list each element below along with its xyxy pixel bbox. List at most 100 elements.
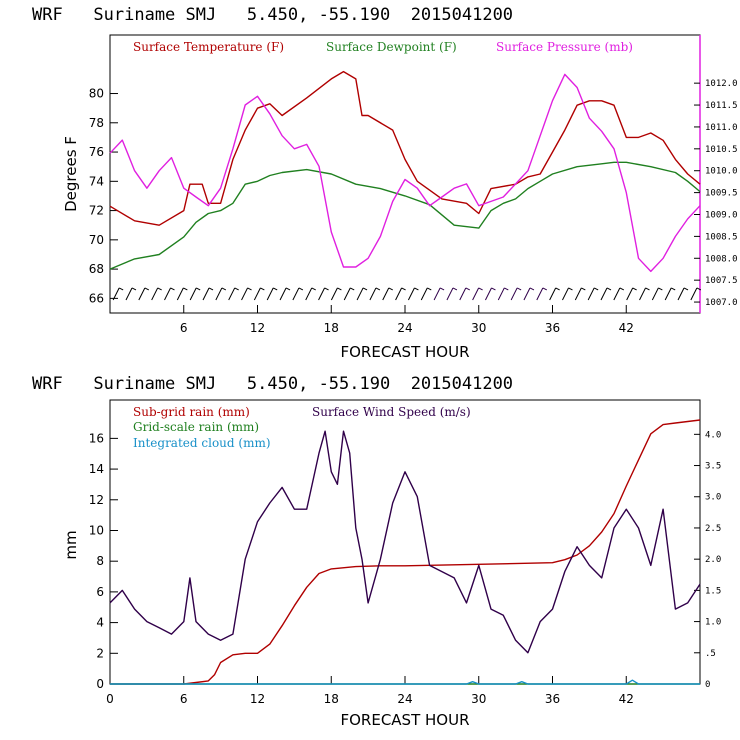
wind-barb-staff <box>395 287 403 301</box>
wind-barb-flag <box>350 287 355 291</box>
wind-barb-flag <box>260 287 265 291</box>
wind-barb-staff <box>318 287 326 301</box>
wind-barb-flag <box>658 287 663 291</box>
wind-barb-staff <box>536 287 544 301</box>
bottom-y-axis-label: mm <box>62 530 80 559</box>
wind-barb-flag <box>529 287 535 291</box>
bottom-y-tick-label: 8 <box>96 554 104 568</box>
top-y2-tick-label: 1011.5 <box>705 101 738 111</box>
wind-barb-staff <box>356 287 364 301</box>
bottom-axis-ticks: 0 6 12 18 24 30 36 4202468101214160.51.01.52.02… <box>89 430 722 706</box>
top-y2-tick-label: 1012.0 <box>705 79 738 89</box>
top-x-tick-label: 42 <box>619 321 634 335</box>
top-y2-tick-label: 1009.5 <box>705 189 738 199</box>
top-x-tick-label: 30 <box>471 321 486 335</box>
wind-barb-flag <box>542 287 548 291</box>
wind-barb-staff <box>164 287 171 301</box>
wind-barb-flag <box>670 287 676 291</box>
bottom-y2-tick-label: 1.5 <box>705 586 721 596</box>
top-y-tick-label: 72 <box>89 204 104 218</box>
bottom-x-tick-label: 24 <box>397 692 412 706</box>
wind-barb-staff <box>253 287 261 301</box>
top-y2-tick-label: 1007.5 <box>705 276 738 286</box>
wind-barb-staff <box>639 287 646 301</box>
wind-barb-staff <box>420 287 428 301</box>
legend-surface-temperature: Surface Temperature (F) <box>133 40 284 54</box>
wind-barb-flag <box>388 287 393 291</box>
bottom-y-tick-label: 16 <box>89 431 104 445</box>
bottom-y2-tick-label: 4.0 <box>705 430 721 440</box>
wind-barb-staff <box>613 287 621 301</box>
top-y2-tick-label: 1011.0 <box>705 123 738 133</box>
bottom-x-tick-label: 42 <box>619 692 634 706</box>
wind-barb-staff <box>549 287 557 301</box>
wind-barb-flag <box>170 287 175 291</box>
wind-barb-flag <box>593 287 599 291</box>
wind-barb-staff <box>228 287 236 301</box>
wind-barb-flag <box>683 287 689 291</box>
wind-barb-flag <box>606 287 612 291</box>
wind-barb-staff <box>407 287 415 301</box>
bottom-series-surface-wind-speed <box>109 430 701 654</box>
wind-barbs <box>112 287 702 301</box>
wind-barb-staff <box>677 287 685 301</box>
bottom-series-group <box>109 419 701 685</box>
bottom-y-tick-label: 0 <box>96 677 104 691</box>
legend-integrated-cloud: Integrated cloud (mm) <box>133 436 271 450</box>
wind-barb-flag <box>234 287 239 291</box>
bottom-y2-tick-label: .5 <box>705 649 716 659</box>
bottom-y2-tick-label: 1.0 <box>705 618 721 628</box>
wind-barb-staff <box>484 287 492 301</box>
wind-barb-staff <box>497 287 505 301</box>
bottom-series-integrated-cloud <box>110 679 700 685</box>
wind-barb-staff <box>330 287 338 301</box>
top-x-tick-label: 36 <box>545 321 560 335</box>
legend-surface-wind-speed: Surface Wind Speed (m/s) <box>312 405 471 419</box>
top-y-tick-label: 76 <box>89 145 104 159</box>
wind-barb-flag <box>272 287 278 291</box>
bottom-x-tick-label: 0 <box>106 692 114 706</box>
top-x-tick-label: 18 <box>324 321 339 335</box>
wind-barb-flag <box>337 287 342 291</box>
top-x-axis-label: FORECAST HOUR <box>340 343 469 361</box>
wind-barb-staff <box>189 287 197 301</box>
wind-barb-staff <box>151 287 159 301</box>
wind-barb-staff <box>241 287 248 301</box>
bottom-y2-tick-label: 2.0 <box>705 555 721 565</box>
wind-barb-flag <box>195 287 201 291</box>
wind-barb-staff <box>215 287 223 301</box>
wind-barb-flag <box>311 287 316 291</box>
top-axis-ticks: 6 12 18 24 30 36 42 66 68 70 72 74 76 78 80 1007.0 1007.… <box>89 79 738 335</box>
legend-gridscale-rain: Grid-scale rain (mm) <box>133 420 259 434</box>
bottom-x-tick-label: 12 <box>250 692 265 706</box>
wind-barb-staff <box>292 287 300 301</box>
wind-barb-flag <box>324 287 329 291</box>
wind-barb-flag <box>208 287 214 291</box>
top-plot-frame <box>109 34 701 314</box>
wind-barb-flag <box>645 287 650 291</box>
wind-barb-staff <box>626 287 634 301</box>
top-y2-tick-label: 1007.0 <box>705 298 738 308</box>
wind-barb-flag <box>131 287 137 291</box>
bottom-y-tick-label: 14 <box>89 462 104 476</box>
top-series-surface-dewpoint <box>109 161 701 270</box>
top-y-tick-label: 80 <box>89 87 104 101</box>
top-y-tick-label: 78 <box>89 116 104 130</box>
wind-barb-staff <box>176 287 184 301</box>
top-y-tick-label: 70 <box>89 233 104 247</box>
wind-barb-staff <box>600 287 608 301</box>
bottom-y2-tick-label: 0 <box>705 680 710 690</box>
bottom-y2-tick-label: 3.0 <box>705 493 721 503</box>
top-chart-title: WRF Suriname SMJ 5.450, -55.190 20150412… <box>32 5 513 25</box>
top-y-tick-label: 66 <box>89 291 104 305</box>
wind-barb-staff <box>651 287 659 301</box>
wind-barb-flag <box>221 287 227 291</box>
wind-barb-staff <box>382 287 390 301</box>
wind-barb-flag <box>632 287 637 291</box>
wind-barb-flag <box>696 287 702 291</box>
wind-barb-flag <box>568 287 573 291</box>
wind-barb-staff <box>587 287 595 301</box>
top-y2-tick-label: 1010.5 <box>705 145 738 155</box>
wind-barb-flag <box>478 287 483 291</box>
